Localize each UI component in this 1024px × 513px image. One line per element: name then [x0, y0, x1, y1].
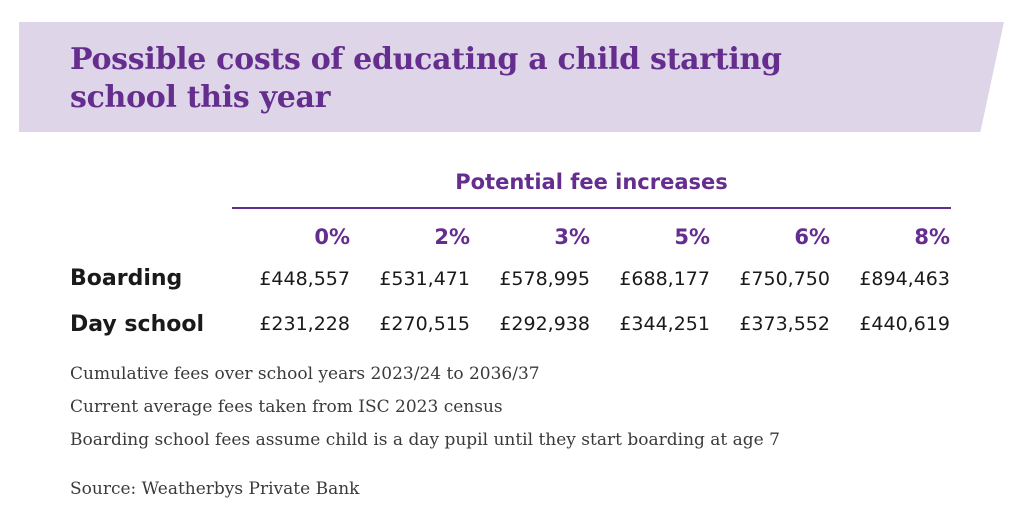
- footnote: Boarding school fees assume child is a d…: [70, 430, 780, 450]
- column-header: 8%: [914, 225, 950, 249]
- table-cell: £440,619: [859, 313, 950, 335]
- chart-title: Possible costs of educating a child star…: [70, 42, 782, 115]
- table-cell: £750,750: [739, 268, 830, 290]
- footnote: Current average fees taken from ISC 2023…: [70, 397, 503, 417]
- row-label: Boarding: [70, 266, 183, 291]
- table-cell: £578,995: [499, 268, 590, 290]
- source-note: Source: Weatherbys Private Bank: [70, 479, 360, 499]
- column-header: 3%: [554, 225, 590, 249]
- table-cell: £531,471: [379, 268, 470, 290]
- table-cell: £292,938: [499, 313, 590, 335]
- title-banner: [19, 22, 1004, 132]
- table-cell: £448,557: [259, 268, 350, 290]
- table-cell: £270,515: [379, 313, 470, 335]
- row-label: Day school: [70, 312, 204, 337]
- footnote: Cumulative fees over school years 2023/2…: [70, 364, 540, 384]
- table-cell: £231,228: [259, 313, 350, 335]
- column-header: 6%: [794, 225, 830, 249]
- column-header: 0%: [314, 225, 350, 249]
- table-cell: £373,552: [739, 313, 830, 335]
- table-cell: £688,177: [619, 268, 710, 290]
- column-header: 5%: [674, 225, 710, 249]
- table-cell: £894,463: [859, 268, 950, 290]
- group-header: Potential fee increases: [455, 170, 728, 194]
- table-cell: £344,251: [619, 313, 710, 335]
- column-header: 2%: [434, 225, 470, 249]
- group-header-rule: [232, 207, 951, 209]
